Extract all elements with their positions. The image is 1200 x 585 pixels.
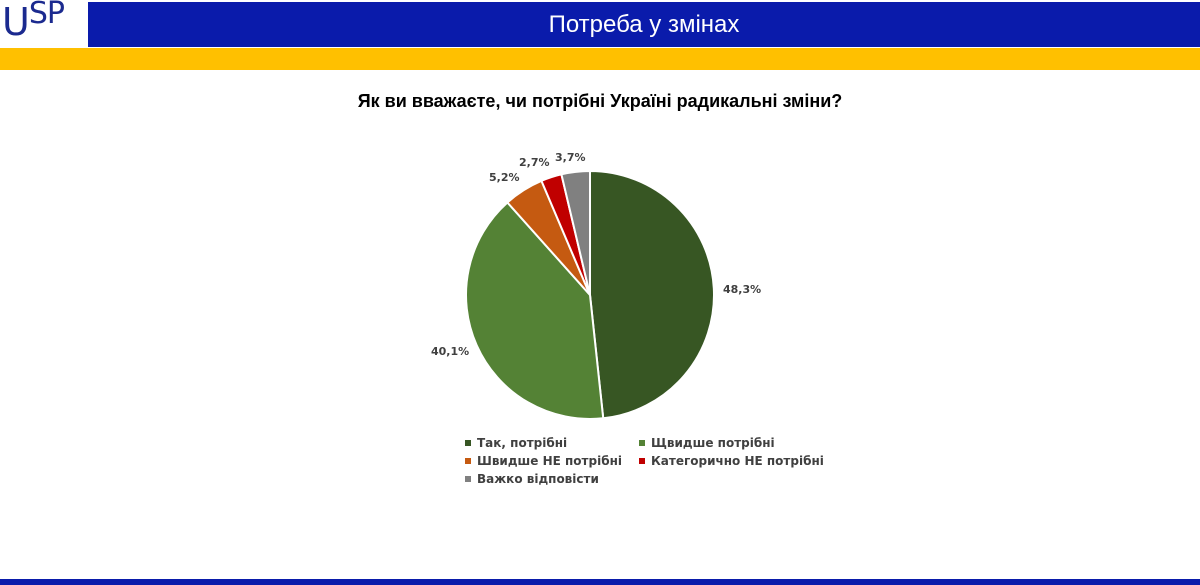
pie-slice: [589, 169, 715, 420]
legend-item-rather-no: Швидше НЕ потрібні: [465, 454, 622, 468]
legend-swatch: [639, 458, 645, 464]
page-title: Потреба у змінах: [548, 10, 740, 38]
header-yellow-stripe: [0, 48, 1200, 70]
legend-item-rather-yes: Щвидше потрібні: [639, 436, 775, 450]
legend-label: Категорично НЕ потрібні: [651, 454, 824, 468]
legend-swatch: [465, 440, 471, 446]
usp-logo: USP: [0, 0, 88, 48]
legend-swatch: [465, 476, 471, 482]
legend-swatch: [639, 440, 645, 446]
legend-item-definitely-no: Категорично НЕ потрібні: [639, 454, 824, 468]
slice-label-hard-to-say: 3,7%: [555, 151, 586, 164]
pie-slice: [560, 169, 591, 296]
legend-label: Важко відповісти: [477, 472, 599, 486]
header-bar: [88, 2, 1200, 47]
legend-label: Так, потрібні: [477, 436, 568, 450]
slice-label-definitely-no: 2,7%: [519, 156, 550, 169]
logo-text: USP: [2, 0, 65, 44]
slice-label-yes: 48,3%: [723, 283, 762, 296]
legend-swatch: [465, 458, 471, 464]
pie-slice: [465, 201, 605, 420]
legend-item-yes: Так, потрібні: [465, 436, 567, 450]
slice-label-rather-yes: 40,1%: [431, 345, 470, 358]
chart-title: Як ви вважаєте, чи потрібні Україні ради…: [357, 91, 843, 111]
legend-label: Швидше НЕ потрібні: [477, 454, 622, 468]
footer-bar: [0, 579, 1200, 585]
legend-item-hard-to-say: Важко відповісти: [465, 472, 599, 486]
slice-label-rather-no: 5,2%: [489, 171, 520, 184]
legend-label: Щвидше потрібні: [651, 436, 775, 450]
